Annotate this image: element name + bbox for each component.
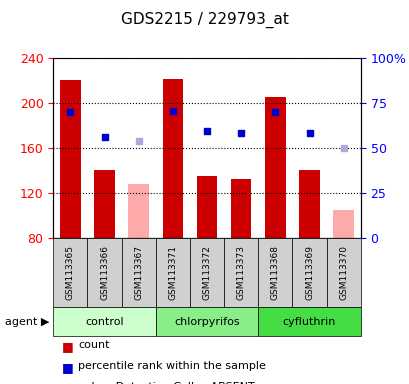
Point xyxy=(272,109,278,115)
FancyBboxPatch shape xyxy=(87,238,121,307)
Text: percentile rank within the sample: percentile rank within the sample xyxy=(78,361,265,371)
Bar xyxy=(196,176,217,238)
Text: ■: ■ xyxy=(61,361,73,374)
Point xyxy=(339,145,346,151)
Point xyxy=(169,108,176,114)
Point xyxy=(237,130,244,136)
Bar xyxy=(94,170,115,238)
Point xyxy=(67,109,74,115)
Text: GSM113370: GSM113370 xyxy=(338,245,347,300)
Text: control: control xyxy=(85,316,124,327)
FancyBboxPatch shape xyxy=(326,238,360,307)
FancyBboxPatch shape xyxy=(53,238,87,307)
Text: GDS2215 / 229793_at: GDS2215 / 229793_at xyxy=(121,12,288,28)
Text: GSM113367: GSM113367 xyxy=(134,245,143,300)
Text: cyfluthrin: cyfluthrin xyxy=(282,316,335,327)
FancyBboxPatch shape xyxy=(53,307,155,336)
Point xyxy=(135,138,142,144)
Text: agent ▶: agent ▶ xyxy=(5,316,49,327)
FancyBboxPatch shape xyxy=(224,238,258,307)
Bar xyxy=(333,210,353,238)
Text: GSM113373: GSM113373 xyxy=(236,245,245,300)
Point xyxy=(306,130,312,136)
Text: ■: ■ xyxy=(61,340,73,353)
Text: ■: ■ xyxy=(61,382,73,384)
Text: chlorpyrifos: chlorpyrifos xyxy=(174,316,239,327)
Point xyxy=(101,134,108,140)
Point xyxy=(203,128,210,134)
FancyBboxPatch shape xyxy=(155,307,258,336)
Bar xyxy=(60,80,81,238)
Text: GSM113368: GSM113368 xyxy=(270,245,279,300)
Bar xyxy=(128,184,148,238)
Text: GSM113365: GSM113365 xyxy=(66,245,75,300)
FancyBboxPatch shape xyxy=(292,238,326,307)
Bar xyxy=(299,170,319,238)
Bar xyxy=(230,179,251,238)
FancyBboxPatch shape xyxy=(121,238,155,307)
Text: count: count xyxy=(78,340,109,350)
Bar xyxy=(265,97,285,238)
FancyBboxPatch shape xyxy=(155,238,189,307)
FancyBboxPatch shape xyxy=(258,307,360,336)
FancyBboxPatch shape xyxy=(189,238,224,307)
Text: GSM113371: GSM113371 xyxy=(168,245,177,300)
Bar xyxy=(162,79,183,238)
Text: GSM113366: GSM113366 xyxy=(100,245,109,300)
Text: GSM113369: GSM113369 xyxy=(304,245,313,300)
Text: value, Detection Call = ABSENT: value, Detection Call = ABSENT xyxy=(78,382,254,384)
Text: GSM113372: GSM113372 xyxy=(202,245,211,300)
FancyBboxPatch shape xyxy=(258,238,292,307)
